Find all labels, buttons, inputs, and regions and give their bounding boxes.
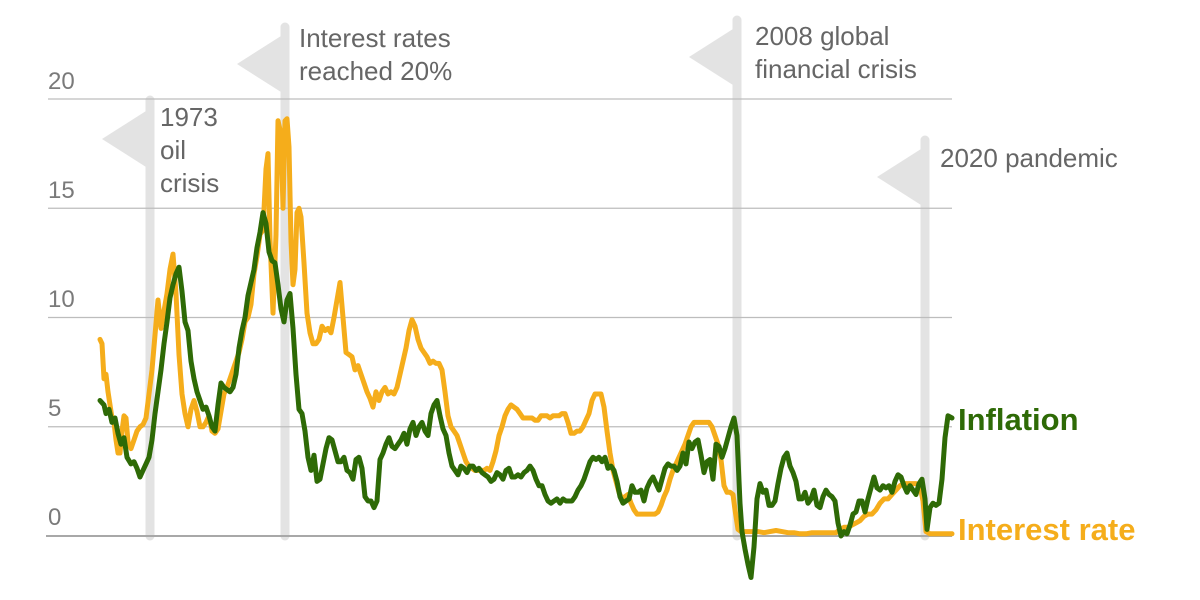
- series-lines: [97, 116, 955, 580]
- y-tick-0: 0: [48, 504, 62, 531]
- y-tick-15: 15: [48, 177, 75, 204]
- flag-pennant-icon: [102, 111, 146, 167]
- y-tick-20: 20: [48, 68, 75, 95]
- annotation-1973-oil-crisis: 1973 oil crisis: [160, 102, 220, 198]
- flag-pennant-icon: [689, 29, 733, 85]
- y-tick-10: 10: [48, 286, 75, 313]
- legend-inflation: Inflation: [958, 402, 1079, 437]
- flag-pennant-icon: [237, 36, 281, 92]
- annotation-2008-financial-crisis: 2008 global financial crisis: [755, 21, 917, 84]
- flag-pennant-icon: [877, 149, 921, 205]
- y-tick-5: 5: [48, 395, 62, 422]
- annotation-2020-pandemic: 2020 pandemic: [940, 143, 1118, 173]
- legend-interest-rate: Interest rate: [958, 512, 1136, 547]
- annotation-flags: [102, 15, 930, 541]
- annotation-interest-rates-20: Interest rates reached 20%: [299, 23, 453, 86]
- series-inflation: [97, 210, 955, 580]
